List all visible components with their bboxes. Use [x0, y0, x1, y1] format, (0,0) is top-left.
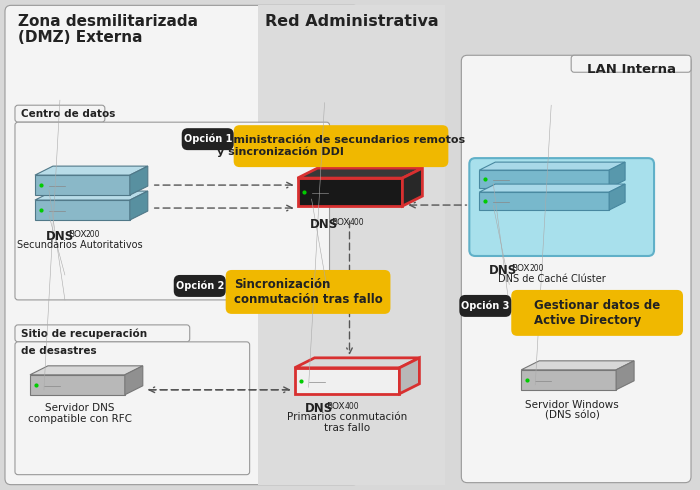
Polygon shape [480, 192, 609, 210]
Text: DNS: DNS [489, 264, 517, 277]
Text: Opción 1: Opción 1 [183, 134, 232, 145]
FancyBboxPatch shape [571, 55, 691, 72]
FancyBboxPatch shape [15, 342, 250, 475]
Polygon shape [609, 162, 625, 188]
Text: Opción 3: Opción 3 [461, 301, 510, 311]
Text: 200: 200 [529, 264, 544, 273]
Text: Administración de secundarios remotos
y sincronización DDI: Administración de secundarios remotos y … [217, 135, 465, 157]
Polygon shape [522, 361, 634, 370]
Polygon shape [480, 162, 625, 170]
Polygon shape [616, 361, 634, 390]
Polygon shape [480, 184, 625, 192]
Text: Centro de datos: Centro de datos [21, 109, 116, 119]
Polygon shape [402, 168, 422, 206]
FancyBboxPatch shape [15, 325, 190, 342]
Text: BOX: BOX [332, 218, 350, 227]
Polygon shape [30, 366, 143, 375]
Text: 400: 400 [349, 218, 364, 227]
Polygon shape [295, 358, 419, 368]
Text: Servidor DNS: Servidor DNS [45, 403, 115, 413]
FancyBboxPatch shape [5, 5, 360, 485]
FancyBboxPatch shape [174, 275, 225, 297]
Text: DNS: DNS [46, 230, 74, 243]
FancyBboxPatch shape [234, 125, 449, 167]
Text: DNS: DNS [304, 402, 332, 415]
Polygon shape [130, 166, 148, 195]
Text: de desastres: de desastres [21, 346, 97, 356]
Text: DNS de Caché Clúster: DNS de Caché Clúster [498, 274, 606, 284]
FancyBboxPatch shape [15, 105, 105, 122]
Text: Sitio de recuperación: Sitio de recuperación [21, 328, 147, 339]
Polygon shape [35, 166, 148, 175]
Polygon shape [130, 191, 148, 220]
FancyBboxPatch shape [459, 295, 511, 317]
Polygon shape [125, 366, 143, 395]
Polygon shape [35, 175, 130, 195]
FancyBboxPatch shape [469, 158, 654, 256]
Text: Red Administrativa: Red Administrativa [265, 14, 438, 29]
Text: Opción 2: Opción 2 [176, 281, 224, 291]
Text: LAN Interna: LAN Interna [587, 63, 676, 76]
Text: Gestionar datos de
Active Directory: Gestionar datos de Active Directory [534, 299, 660, 327]
Text: tras fallo: tras fallo [324, 423, 370, 433]
Text: BOX: BOX [68, 230, 86, 239]
Polygon shape [522, 370, 616, 390]
Polygon shape [480, 170, 609, 188]
Polygon shape [35, 191, 148, 200]
Text: BOX: BOX [326, 402, 345, 411]
Text: DNS: DNS [309, 218, 338, 231]
Text: BOX: BOX [511, 264, 530, 273]
Text: Primarios conmutación: Primarios conmutación [288, 412, 407, 422]
FancyBboxPatch shape [461, 55, 691, 483]
Text: 200: 200 [86, 230, 100, 239]
FancyBboxPatch shape [225, 270, 391, 314]
Text: (DNS sólo): (DNS sólo) [545, 411, 600, 421]
Text: Sincronización
conmutación tras fallo: Sincronización conmutación tras fallo [234, 278, 382, 306]
Polygon shape [295, 368, 400, 394]
Text: Secundarios Autoritativos: Secundarios Autoritativos [17, 240, 143, 250]
Text: Zona desmilitarizada: Zona desmilitarizada [18, 14, 198, 29]
Text: Servidor Windows: Servidor Windows [525, 400, 619, 410]
Text: compatible con RFC: compatible con RFC [28, 414, 132, 424]
FancyBboxPatch shape [15, 122, 330, 300]
Polygon shape [609, 184, 625, 210]
Polygon shape [400, 358, 419, 394]
Polygon shape [30, 375, 125, 395]
Text: 400: 400 [344, 402, 359, 411]
FancyBboxPatch shape [511, 290, 683, 336]
Polygon shape [298, 168, 422, 178]
Polygon shape [298, 178, 402, 206]
Polygon shape [35, 200, 130, 220]
Bar [258, 5, 445, 485]
Text: (DMZ) Externa: (DMZ) Externa [18, 30, 143, 45]
FancyBboxPatch shape [182, 128, 234, 150]
